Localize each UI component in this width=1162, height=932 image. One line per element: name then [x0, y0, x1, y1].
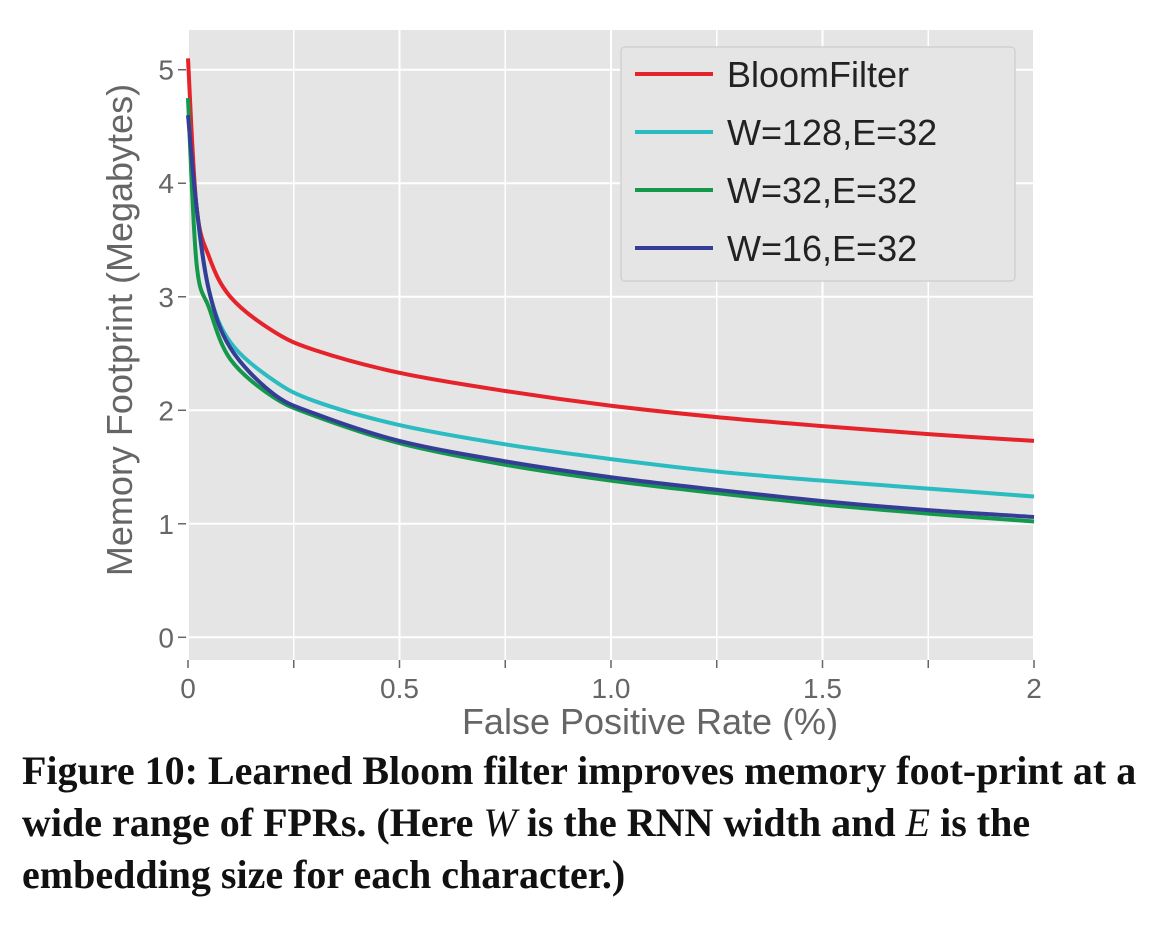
caption-var-e: E: [905, 800, 931, 845]
y-tick-label-3: 3: [158, 282, 174, 313]
y-tick-label-5: 5: [158, 55, 174, 86]
legend-label-1: W=128,E=32: [727, 112, 937, 153]
x-tick-label-4: 2: [1026, 673, 1042, 704]
axes: 0 0.5 1.0 1.5 2 0 1 2 3 4 5: [158, 55, 1041, 704]
caption-text-3: is the embedding size for each character…: [22, 800, 1031, 897]
series-lines: [186, 58, 1035, 524]
legend: BloomFilter W=128,E=32 W=32,E=32 W=16,E=32: [620, 46, 1016, 282]
line-chart: 0 0.5 1.0 1.5 2 0 1 2 3 4 5 False Positive Rate (%…: [99, 30, 1042, 740]
y-tick-label-4: 4: [158, 168, 174, 199]
x-axis-title: False Positive Rate (%): [462, 701, 838, 740]
x-tick-label-1: 0.5: [380, 673, 419, 704]
legend-label-0: BloomFilter: [727, 54, 909, 95]
y-tick-label-0: 0: [158, 622, 174, 653]
series-line-2: [186, 98, 1035, 524]
y-axis-title: Memory Footprint (Megabytes): [99, 84, 140, 576]
x-tick-label-3: 1.5: [803, 673, 842, 704]
x-tick-label-0: 0: [180, 673, 196, 704]
y-tick-label-1: 1: [158, 509, 174, 540]
series-line-0: [186, 58, 1035, 443]
series-line-3: [186, 114, 1035, 519]
caption-text-1: Figure 10: Learned Bloom filter improves…: [22, 748, 1137, 845]
y-tick-label-2: 2: [158, 395, 174, 426]
caption-var-w: W: [483, 800, 517, 845]
caption-text-2: is the RNN width and: [516, 800, 906, 845]
legend-label-2: W=32,E=32: [727, 170, 917, 211]
x-tick-label-2: 1.0: [592, 673, 631, 704]
figure-caption: Figure 10: Learned Bloom filter improves…: [22, 745, 1147, 901]
legend-label-3: W=16,E=32: [727, 228, 917, 269]
legend-box: [620, 46, 1016, 282]
